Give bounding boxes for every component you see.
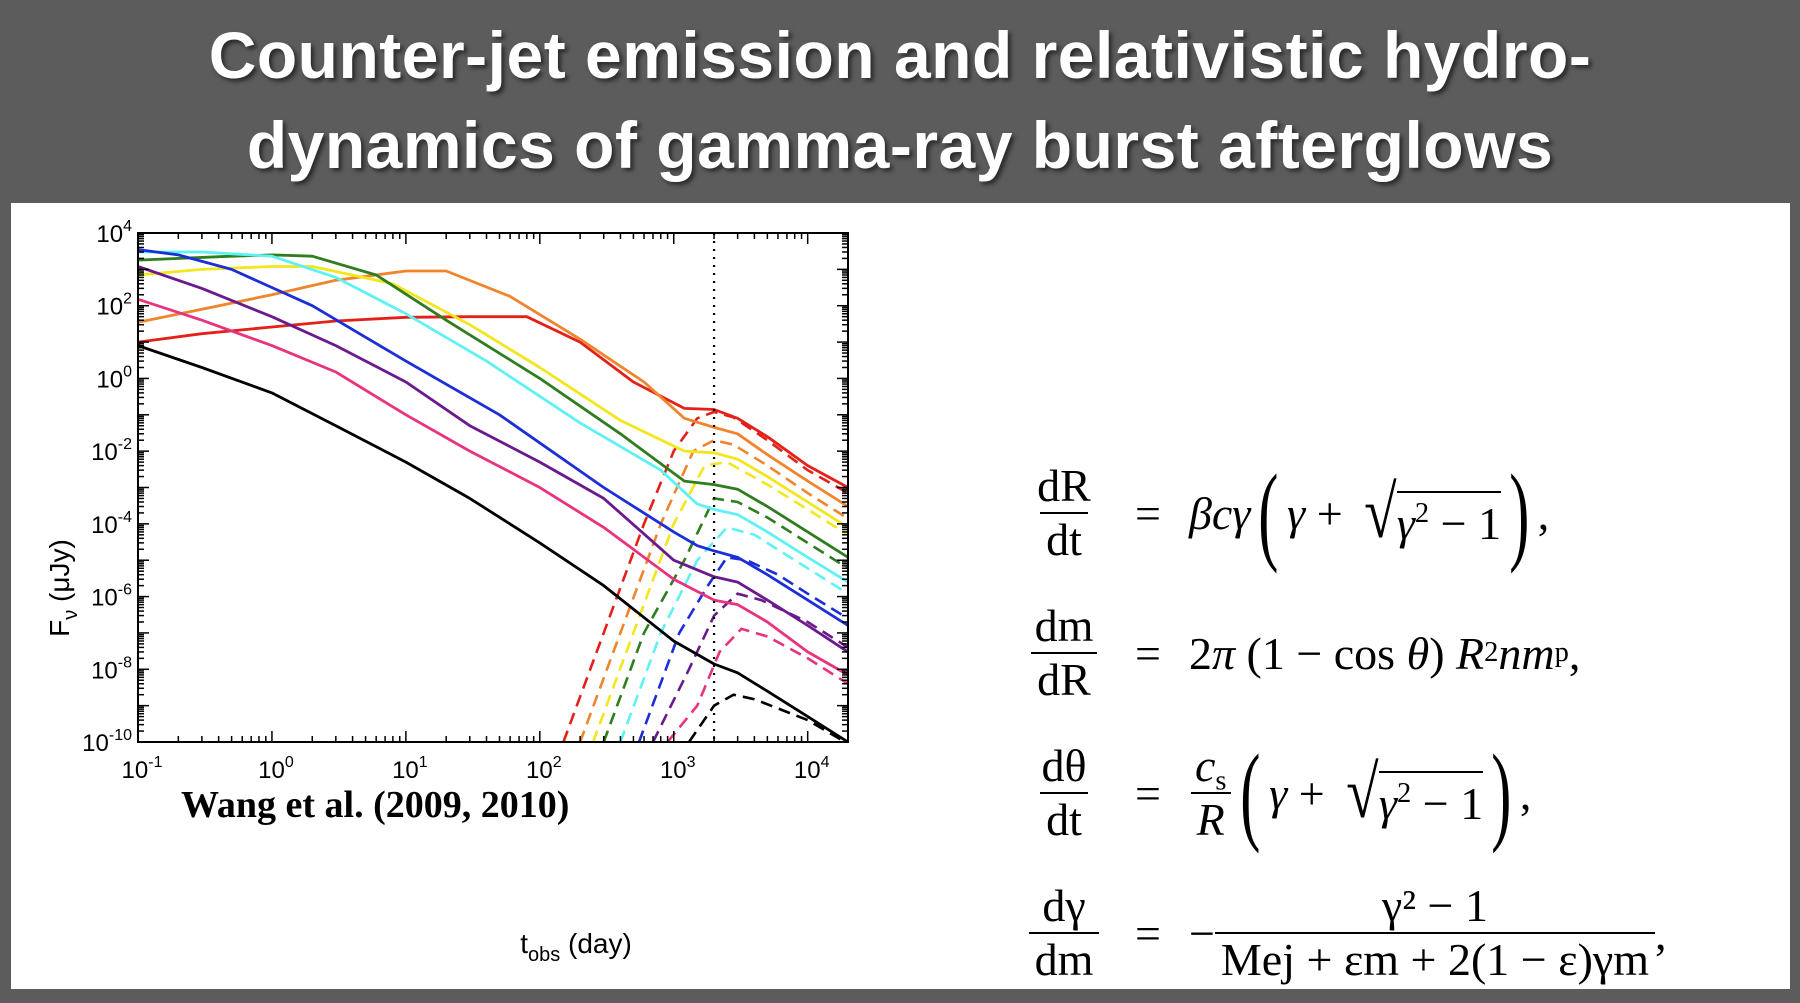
series-4-dashed-line [619, 525, 848, 742]
series-2-solid-line [138, 265, 848, 529]
series-3-solid-line [138, 253, 848, 559]
eq3-rhs-numerator: c [1194, 739, 1216, 791]
series-0-dashed-line [562, 410, 848, 742]
slide-title-line-2: dynamics of gamma-ray burst afterglows [246, 108, 1554, 182]
eq1-lhs-numerator: dR [1037, 459, 1091, 511]
eq2-lhs-denominator: dR [1031, 652, 1097, 704]
x-tick-label: 100 [258, 754, 294, 784]
light-curve-chart: 10-1 100 101 102 103 104 10-10 10-8 10-6 10-4 10-2… [44, 218, 849, 966]
series-6-solid-line [138, 265, 848, 654]
series-6-dashed-line [651, 592, 848, 742]
content-panel: 10-1 100 101 102 103 104 10-10 10-8 10-6 10-4 10-2… [11, 203, 1790, 989]
series-8-dashed-line [687, 693, 848, 742]
eq4-lhs-numerator: dγ [1042, 879, 1086, 931]
equation-dgamma-dm: dγ dm = − γ² − 1 Mej + εm + 2(1 − ε)γm, [1021, 863, 1781, 1003]
chart-annotation: Wang et al. (2009, 2010) [181, 784, 569, 826]
series-7-solid-line [138, 297, 848, 677]
series-4-solid-line [138, 250, 848, 584]
x-tick-label: 103 [660, 754, 696, 784]
x-tick-label: 101 [392, 754, 428, 784]
x-tick-label: 102 [526, 754, 562, 784]
series-5-dashed-line [637, 555, 848, 742]
series-7-dashed-line [666, 627, 848, 742]
y-tick-label: 104 [96, 218, 132, 248]
eq3-rhs-denominator: R [1190, 792, 1231, 844]
eq4-rhs-denominator: Mej + εm + 2(1 − ε)γm [1214, 932, 1655, 984]
y-tick-label: 10-8 [91, 654, 132, 684]
slide-title-line-1: Counter-jet emission and relativistic hy… [208, 18, 1592, 92]
y-tick-label: 100 [96, 363, 132, 393]
y-tick-label: 10-2 [91, 436, 132, 466]
eq3-lhs-numerator: dθ [1041, 739, 1087, 791]
plot-frame [137, 232, 849, 743]
y-tick-label: 10-10 [82, 727, 132, 757]
eq2-lhs-numerator: dm [1034, 599, 1094, 651]
series-8-solid-line [138, 344, 848, 742]
series-3-dashed-line [602, 496, 848, 742]
series-1-solid-line [138, 269, 848, 508]
y-axis-label: Fν (μJy) [44, 539, 82, 637]
x-tick-label: 10-1 [122, 754, 163, 784]
slide-title: Counter-jet emission and relativistic hy… [0, 10, 1800, 190]
x-tick-label: 104 [794, 754, 830, 784]
eq1-lhs-denominator: dt [1040, 512, 1088, 564]
equation-dtheta-dt: dθ dt = cs R(γ + √ γ2 − 1), [1021, 723, 1781, 863]
eq3-lhs-denominator: dt [1040, 792, 1088, 844]
y-tick-label: 10-6 [91, 582, 132, 612]
y-tick-label: 10-4 [91, 509, 132, 539]
equation-dR-dt: dR dt = βcγ(γ + √ γ2 − 1), [1021, 443, 1781, 583]
eq4-rhs-numerator: γ² − 1 [1381, 879, 1488, 931]
eq4-lhs-denominator: dm [1028, 932, 1100, 984]
series-1-dashed-line [578, 438, 848, 742]
x-axis-label: tobs (day) [520, 928, 632, 966]
y-tick-label: 102 [96, 291, 132, 321]
series-5-solid-line [138, 248, 848, 627]
